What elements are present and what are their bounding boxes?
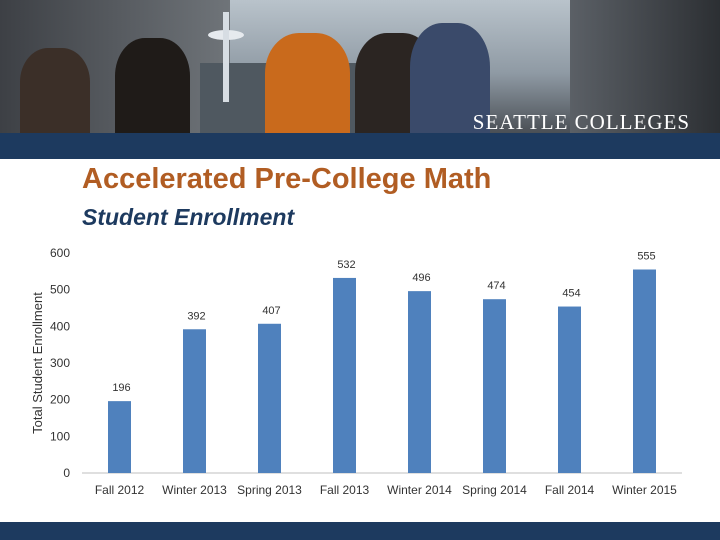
bar	[108, 401, 131, 473]
header-divider-bar	[0, 133, 720, 159]
x-tick-label: Fall 2012	[95, 483, 145, 497]
x-tick-label: Winter 2013	[162, 483, 227, 497]
bars-group	[108, 269, 656, 473]
y-tick-label: 100	[50, 429, 70, 443]
space-needle	[223, 12, 229, 102]
y-tick-label: 200	[50, 393, 70, 407]
student-figure	[410, 23, 490, 133]
slide-title: Accelerated Pre-College Math	[82, 163, 492, 195]
brand-logo-text: SEATTLE COLLEGES	[472, 110, 690, 133]
data-label: 407	[262, 305, 280, 317]
bar	[258, 323, 281, 473]
student-figure	[265, 33, 350, 133]
x-tick-label: Fall 2013	[320, 483, 370, 497]
y-tick-label: 400	[50, 319, 70, 333]
bar	[183, 329, 206, 473]
slide-subtitle: Student Enrollment	[82, 204, 295, 230]
data-label: 454	[562, 288, 580, 300]
x-tick-label: Winter 2014	[387, 483, 452, 497]
enrollment-bar-chart: 0 100 200 300 400 500 600 196 392 407 532 496 474 45…	[30, 246, 682, 497]
y-tick-label: 0	[63, 466, 70, 480]
x-tick-label: Spring 2013	[237, 483, 302, 497]
x-tick-label: Winter 2015	[612, 483, 677, 497]
bar	[408, 291, 431, 473]
data-label: 392	[187, 310, 205, 322]
data-label: 196	[112, 382, 130, 394]
data-label: 496	[412, 272, 430, 284]
x-tick-label: Spring 2014	[462, 483, 527, 497]
y-tick-label: 300	[50, 356, 70, 370]
x-axis-tick-labels: Fall 2012 Winter 2013 Spring 2013 Fall 2013…	[95, 483, 677, 497]
header-banner-photo: SEATTLE COLLEGES	[0, 0, 720, 133]
data-label: 555	[637, 251, 655, 263]
bar	[333, 277, 356, 473]
x-tick-label: Fall 2014	[545, 483, 595, 497]
y-tick-label: 500	[50, 283, 70, 297]
bar	[558, 306, 581, 473]
y-axis-ticks: 0 100 200 300 400 500 600	[50, 246, 70, 480]
bar	[633, 269, 656, 473]
student-figure	[20, 48, 90, 133]
data-labels-group: 196 392 407 532 496 474 454 555	[112, 251, 655, 395]
y-tick-label: 600	[50, 246, 70, 260]
footer-bar	[0, 522, 720, 540]
students-photo-right	[570, 0, 720, 133]
y-axis-label: Total Student Enrollment	[30, 292, 45, 434]
student-figure	[115, 38, 190, 133]
data-label: 532	[337, 259, 355, 271]
data-label: 474	[487, 280, 505, 292]
bar	[483, 299, 506, 473]
